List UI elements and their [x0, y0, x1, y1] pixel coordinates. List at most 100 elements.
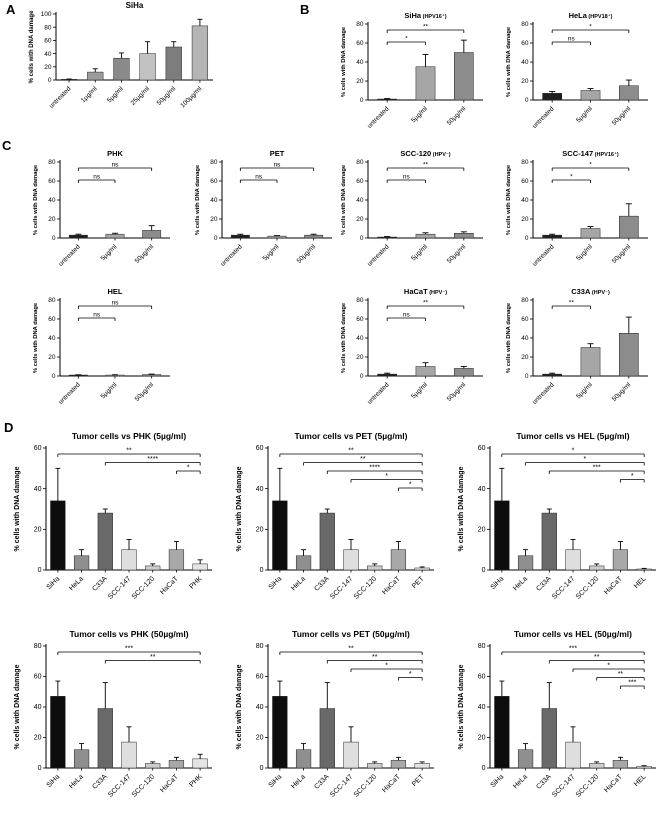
chart-svg: SCC-120 (HPV⁻) % cells with DNA damage 0 20… [341, 149, 483, 268]
svg-text:C33A: C33A [535, 575, 553, 593]
significance-label: **** [369, 465, 380, 472]
svg-text:SiHa: SiHa [268, 773, 284, 789]
svg-text:HEL: HEL [633, 575, 648, 590]
bar [636, 766, 652, 769]
bar [319, 512, 335, 571]
bar [377, 373, 397, 377]
chart-svg: PET % cells with DNA damage 0 20 40 60 80 untre… [195, 149, 332, 268]
bar [97, 512, 113, 571]
significance-label: *** [569, 646, 577, 653]
svg-text:80: 80 [356, 21, 364, 28]
svg-text:HeLa: HeLa [512, 773, 529, 790]
chart-title: Tumor cells vs PHK (5µg/ml) [72, 431, 186, 441]
svg-text:80: 80 [44, 24, 52, 31]
y-axis-label: % cells with DNA damage [506, 302, 512, 373]
svg-text:20: 20 [521, 78, 529, 85]
chart-svg: Tumor cells vs PHK (5µg/ml) % cells with … [14, 431, 212, 601]
chart-title: Tumor cells vs HEL (50µg/ml) [514, 629, 632, 639]
significance-label: ** [423, 162, 429, 169]
svg-text:1µg/ml: 1µg/ml [80, 85, 99, 104]
significance-label: ns [93, 312, 101, 319]
svg-text:40: 40 [256, 486, 264, 493]
significance-label: *** [628, 680, 636, 687]
bar [589, 763, 605, 769]
svg-text:0: 0 [260, 567, 264, 574]
svg-text:PHK: PHK [188, 773, 203, 788]
y-axis-label: % cells with DNA damage [341, 26, 347, 97]
svg-text:untreated: untreated [219, 243, 244, 268]
svg-text:40: 40 [210, 197, 218, 204]
svg-text:60: 60 [256, 674, 264, 681]
chart-svg: SiHa % cells with DNA damage 0 20 40 60 80 100 u… [29, 1, 213, 110]
significance-label: * [589, 162, 592, 169]
svg-text:20: 20 [34, 527, 42, 534]
bar [415, 233, 436, 239]
svg-text:20: 20 [210, 216, 218, 223]
bar [97, 708, 113, 769]
svg-text:5µg/ml: 5µg/ml [100, 243, 119, 262]
svg-text:40: 40 [521, 335, 529, 342]
svg-text:SCC-120: SCC-120 [131, 773, 156, 798]
chart-b-hacat: HaCaT (HPV⁻) % cells with DNA damage 0 20 40… [338, 286, 493, 418]
bar [636, 568, 652, 571]
bar [87, 71, 104, 81]
svg-text:SCC-120: SCC-120 [575, 773, 600, 798]
svg-text:HaCaT: HaCaT [159, 575, 180, 596]
bar [414, 567, 430, 571]
chart-svg: HeLa (HPV18⁺) % cells with DNA damage 0 20 4… [506, 11, 648, 130]
svg-text:20: 20 [356, 216, 364, 223]
chart-d-tumor-vs-hel-50: Tumor cells vs HEL (50µg/ml) % cells with… [456, 628, 664, 820]
bar [494, 696, 510, 769]
chart-b-hela: HeLa (HPV18⁺) % cells with DNA damage 0 20 4… [503, 10, 658, 142]
svg-text:60: 60 [256, 445, 264, 452]
chart-c-phk: PHK % cells with DNA damage 0 20 40 60 80 untre… [30, 148, 180, 280]
significance-label: ** [360, 456, 366, 463]
svg-text:SiHa: SiHa [46, 773, 62, 789]
svg-text:SCC-120: SCC-120 [353, 575, 378, 600]
panel-label-d: D [4, 420, 14, 435]
svg-text:40: 40 [356, 59, 364, 66]
significance-label: ** [348, 448, 354, 455]
bar [295, 555, 312, 571]
chart-svg: HEL % cells with DNA damage 0 20 40 60 80 untre… [33, 287, 170, 406]
significance-label: ** [618, 671, 624, 678]
chart-a-siha-dose-response: SiHa % cells with DNA damage 0 20 40 60 80 100 u… [26, 0, 221, 122]
svg-text:SiHa: SiHa [490, 773, 506, 789]
chart-svg: PHK % cells with DNA damage 0 20 40 60 80 untre… [33, 149, 170, 268]
significance-label: ** [126, 448, 132, 455]
svg-text:60: 60 [521, 316, 529, 323]
significance-label: * [409, 671, 412, 678]
chart-svg: HaCaT (HPV⁻) % cells with DNA damage 0 20 40… [341, 287, 483, 406]
bar [580, 347, 601, 377]
chart-title: SiHa (HPV16⁺) [404, 11, 446, 20]
y-axis-label: % cells with DNA damage [14, 466, 21, 551]
svg-text:HEL: HEL [633, 773, 648, 788]
svg-text:0: 0 [360, 235, 364, 242]
svg-text:0: 0 [38, 567, 42, 574]
svg-text:60: 60 [48, 178, 56, 185]
bar [580, 90, 601, 101]
svg-text:untreated: untreated [57, 381, 82, 406]
svg-text:80: 80 [210, 159, 218, 166]
svg-text:untreated: untreated [366, 381, 391, 406]
significance-label: *** [593, 465, 601, 472]
bar [390, 760, 407, 769]
y-axis-label: % cells with DNA damage [236, 466, 243, 551]
panel-label-b: B [300, 2, 310, 17]
svg-text:80: 80 [521, 159, 529, 166]
chart-title: HeLa (HPV18⁺) [569, 11, 613, 20]
bar [589, 565, 605, 571]
svg-text:SCC-147: SCC-147 [107, 575, 132, 600]
significance-label: * [631, 473, 634, 480]
svg-text:5µg/ml: 5µg/ml [410, 105, 429, 124]
bar [542, 373, 562, 377]
svg-text:40: 40 [521, 197, 529, 204]
bar [454, 52, 474, 101]
svg-text:40: 40 [356, 335, 364, 342]
chart-title: SiHa [126, 1, 144, 10]
svg-text:60: 60 [521, 178, 529, 185]
svg-text:80: 80 [34, 643, 42, 650]
svg-text:0: 0 [52, 235, 56, 242]
significance-label: ** [423, 300, 429, 307]
svg-text:5µg/ml: 5µg/ml [410, 243, 429, 262]
